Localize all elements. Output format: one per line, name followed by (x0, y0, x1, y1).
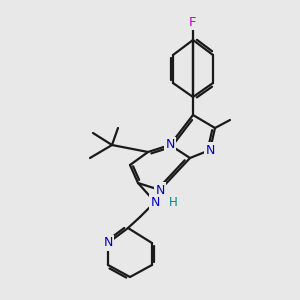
Text: N: N (150, 196, 160, 208)
Text: N: N (103, 236, 113, 250)
Text: H: H (169, 196, 177, 208)
Text: N: N (205, 143, 215, 157)
Text: N: N (155, 184, 165, 196)
Text: F: F (189, 16, 197, 28)
Text: N: N (165, 139, 175, 152)
